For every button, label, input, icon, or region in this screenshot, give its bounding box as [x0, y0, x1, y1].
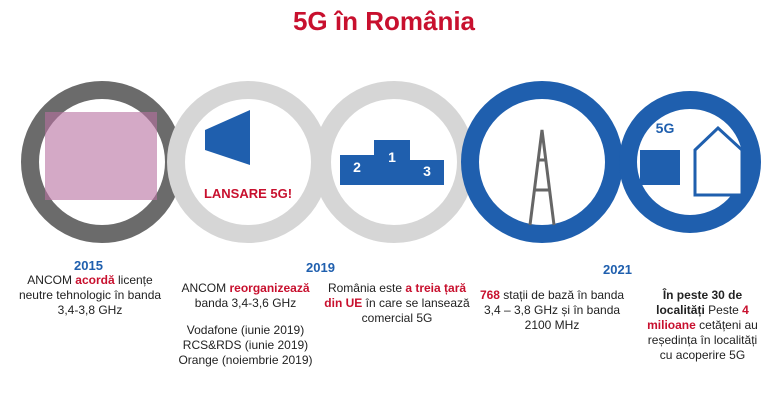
icon-label: LANSARE 5G! [204, 186, 292, 201]
text: RCS&RDS (iunie 2019) [182, 338, 309, 352]
icon-label: 5G [656, 120, 675, 136]
text: România este [327, 281, 406, 295]
text: cetățeni au reședința în localități cu a… [647, 318, 758, 362]
paragraph: Vodafone (iunie 2019) [168, 323, 323, 338]
house-icon [693, 125, 744, 197]
paragraph: În peste 30 de localități Peste 4 milioa… [640, 288, 765, 363]
text: ANCOM [181, 281, 230, 295]
paragraph: 768 stații de bază în banda 3,4 – 3,8 GH… [478, 288, 626, 333]
podium-block [410, 160, 444, 185]
tower-icon [528, 129, 556, 226]
paragraph: România este a treia țară din UE în care… [322, 281, 472, 326]
paragraph: ANCOM acordă licențe neutre tehnologic î… [15, 273, 165, 318]
year: 2019 [306, 260, 335, 275]
text-block: În peste 30 de localități Peste 4 milioa… [640, 288, 765, 375]
bold-text: În peste 30 de localități [656, 288, 743, 317]
text: Peste [704, 303, 743, 317]
bold-text: reorganizează [229, 281, 310, 295]
ring [461, 81, 623, 243]
text-block: ANCOM reorganizează banda 3,4-3,6 GHz Vod… [168, 281, 323, 368]
text-block: ANCOM acordă licențe neutre tehnologic î… [15, 273, 165, 330]
bold-text: 768 [479, 288, 500, 302]
bold-text: a treia țară din UE [324, 281, 467, 310]
ring [619, 91, 761, 233]
paragraph: ANCOM reorganizează banda 3,4-3,6 GHz [168, 281, 323, 311]
router-icon [640, 150, 680, 185]
podium-number: 2 [353, 159, 361, 175]
podium-number: 3 [423, 163, 431, 179]
paragraph: Orange (noiembrie 2019) [168, 353, 323, 368]
podium-block [340, 155, 374, 185]
text-block: România este a treia țară din UE în care… [322, 281, 472, 338]
podium-number: 1 [388, 149, 396, 165]
megaphone-icon [205, 110, 250, 165]
bold-text: 4 milioane [647, 303, 749, 332]
title: 5G în România [292, 6, 476, 36]
year: 2015 [74, 258, 103, 273]
text: Vodafone (iunie 2019) [186, 323, 305, 337]
bold-text: acordă [75, 273, 115, 287]
text-block: 768 stații de bază în banda 3,4 – 3,8 GH… [478, 288, 626, 345]
text: licențe neutre tehnologic în banda 3,4-3… [18, 273, 162, 317]
text: ANCOM [27, 273, 76, 287]
text: stații de bază în banda 3,4 – 3,8 GHz și… [483, 288, 625, 332]
text: banda 3,4-3,6 GHz [194, 296, 297, 310]
text: în care se lansează comercial 5G [361, 296, 470, 325]
store-image [45, 112, 157, 200]
year: 2021 [603, 262, 632, 277]
paragraph: RCS&RDS (iunie 2019) [168, 338, 323, 353]
podium-block [374, 140, 410, 185]
text: Orange (noiembrie 2019) [178, 353, 313, 367]
